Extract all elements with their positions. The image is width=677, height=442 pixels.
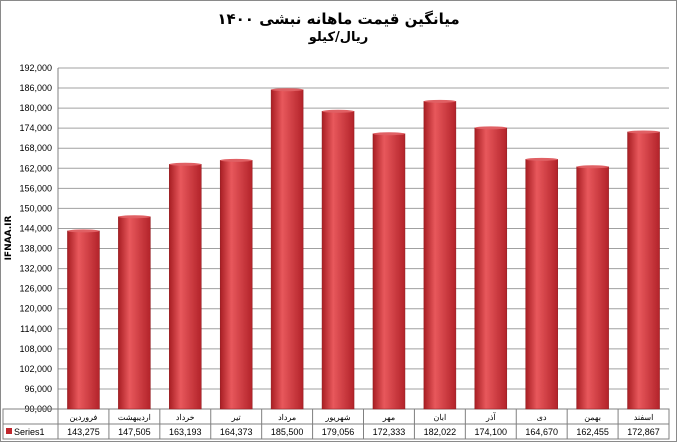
y-tick-label: 102,000 (19, 364, 52, 374)
bar (67, 230, 100, 410)
y-tick-label: 192,000 (19, 63, 52, 73)
bar-top (67, 229, 100, 233)
bar-top (474, 126, 507, 130)
bar (219, 160, 253, 410)
data-label: 163,193 (169, 427, 202, 437)
category-label: فروردین (70, 413, 98, 422)
category-label: آذر (485, 412, 496, 422)
y-tick-label: 180,000 (19, 103, 52, 113)
data-label: 185,500 (271, 427, 304, 437)
category-label: مرداد (278, 413, 296, 422)
category-label: خرداد (176, 413, 195, 422)
data-label: 179,056 (322, 427, 355, 437)
y-tick-label: 186,000 (19, 83, 52, 93)
bar-top (423, 99, 456, 103)
bar (576, 166, 609, 410)
category-label: تیر (231, 413, 241, 422)
data-label: 174,100 (475, 427, 508, 437)
data-label: 143,275 (67, 427, 100, 437)
y-tick-label: 156,000 (19, 183, 52, 193)
bar (474, 127, 508, 410)
bar-top (525, 157, 558, 161)
bar (169, 164, 202, 410)
category-label: دی (537, 413, 547, 422)
y-tick-label: 174,000 (19, 123, 52, 133)
y-tick-label: 126,000 (19, 284, 52, 294)
y-tick-label: 150,000 (19, 203, 52, 213)
chart-subtitle: ریال/کیلو (308, 30, 369, 45)
bar (372, 133, 406, 410)
data-label: 164,670 (525, 427, 558, 437)
category-label: ابان (433, 413, 446, 422)
bar-top (271, 88, 304, 92)
category-label: اسفند (634, 413, 654, 422)
category-label: اردیبهشت (118, 413, 151, 422)
bar (321, 111, 355, 410)
bar-top (169, 162, 202, 166)
bar-top (372, 132, 405, 136)
legend-label: Series1 (14, 427, 45, 437)
y-tick-label: 168,000 (19, 143, 52, 153)
data-label: 147,505 (118, 427, 151, 437)
bar-top (627, 130, 660, 134)
y-tick-label: 96,000 (24, 384, 52, 394)
data-label: 172,333 (373, 427, 406, 437)
data-label: 162,455 (576, 427, 609, 437)
bar (627, 131, 660, 410)
y-tick-label: 162,000 (19, 163, 52, 173)
chart-title: میانگین قیمت ماهانه نبشی ۱۴۰۰ (217, 10, 460, 28)
bar-top (322, 109, 355, 113)
bar (525, 159, 558, 410)
y-tick-label: 108,000 (19, 344, 52, 354)
legend-key (6, 428, 12, 434)
bar (423, 101, 457, 410)
bar (270, 89, 304, 410)
y-tick-label: 114,000 (20, 324, 52, 334)
y-tick-label: 138,000 (19, 244, 52, 254)
bar-top (576, 165, 609, 169)
data-label: 172,867 (627, 427, 660, 437)
data-label: 164,373 (220, 427, 253, 437)
bar-top (220, 158, 253, 162)
category-label: مهر (382, 413, 395, 422)
y-tick-label: 120,000 (19, 304, 52, 314)
bar-top (118, 215, 151, 219)
category-label: شهریور (325, 413, 351, 422)
data-label: 182,022 (424, 427, 457, 437)
y-tick-label: 144,000 (19, 223, 52, 233)
category-label: بهمن (584, 413, 601, 422)
y-tick-label: 132,000 (19, 264, 52, 274)
bar (118, 216, 151, 410)
